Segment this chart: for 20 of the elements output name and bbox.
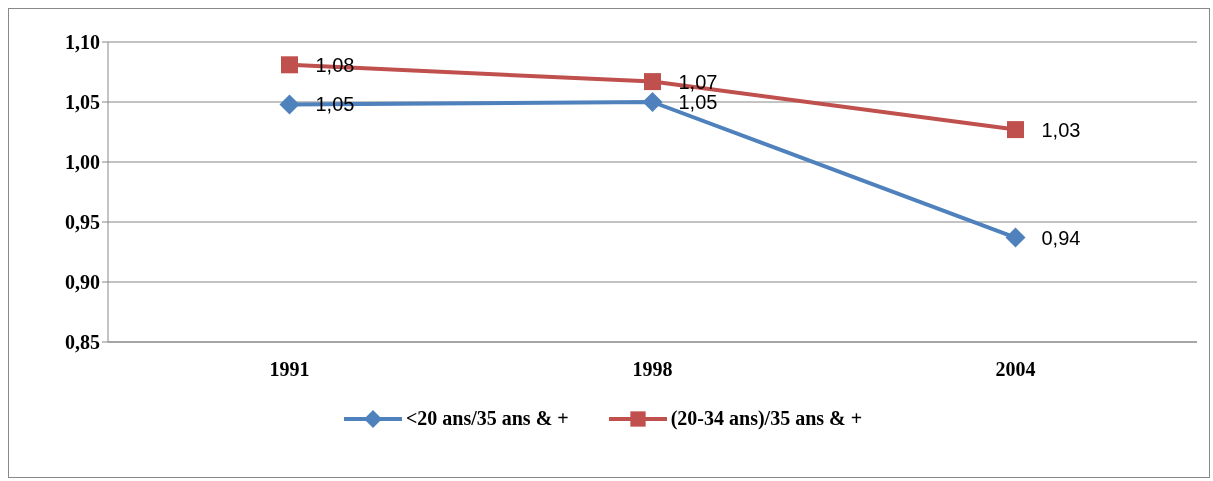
point xyxy=(644,73,661,91)
legend-label: (20-34 ans)/35 ans & + xyxy=(670,407,863,430)
data-label: 1,05 xyxy=(678,91,718,113)
data-label: 1,03 xyxy=(1041,118,1081,141)
y-tick-label: 1,05 xyxy=(65,91,100,114)
point xyxy=(642,92,663,112)
x-tick-label: 2004 xyxy=(995,358,1036,381)
point xyxy=(279,94,300,115)
y-tick-label: 0,90 xyxy=(65,271,100,294)
point xyxy=(281,56,298,74)
x-tick-label: 1991 xyxy=(269,358,310,381)
y-tick-label: 1,10 xyxy=(65,31,100,54)
y-tick-label: 1,00 xyxy=(65,151,100,174)
point xyxy=(1005,227,1026,248)
legend-label: <20 ans/35 ans & + xyxy=(405,407,569,430)
x-tick-label: 1998 xyxy=(632,358,673,381)
point xyxy=(1007,121,1024,139)
data-label: 0,94 xyxy=(1041,226,1081,249)
y-tick-label: 0,95 xyxy=(65,211,100,234)
y-tick-label: 0,85 xyxy=(65,331,100,354)
